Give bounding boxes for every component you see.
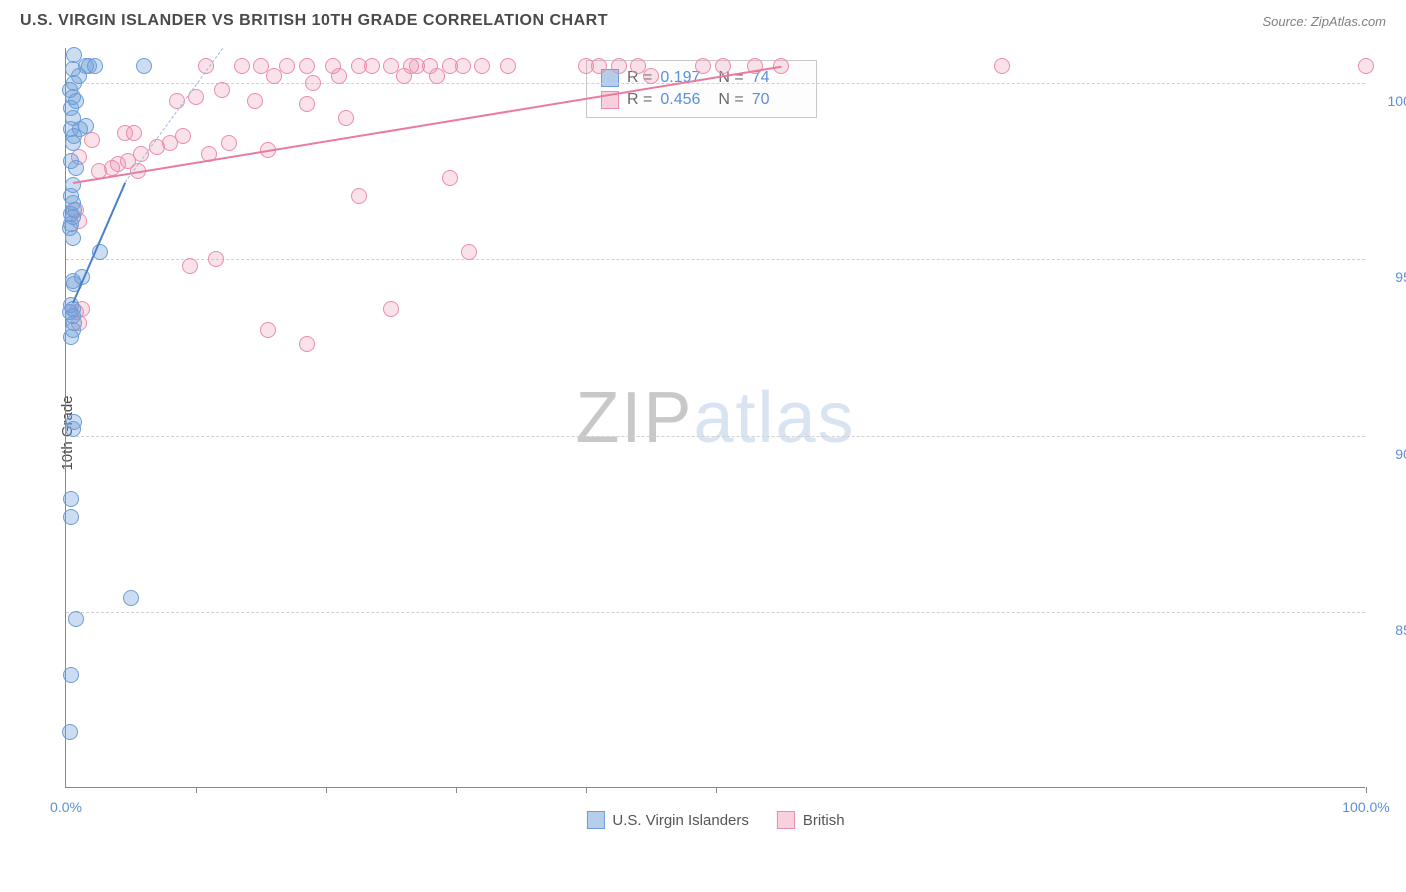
data-point: [715, 58, 731, 74]
data-point: [234, 58, 250, 74]
data-point: [266, 68, 282, 84]
data-point: [455, 58, 471, 74]
data-point: [63, 297, 79, 313]
xtick-label: 100.0%: [1342, 799, 1389, 815]
legend-swatch-pink: [777, 811, 795, 829]
data-point: [611, 58, 627, 74]
data-point: [63, 509, 79, 525]
data-point: [260, 322, 276, 338]
data-point: [299, 96, 315, 112]
xtick: [1366, 787, 1367, 793]
legend-label-blue: U.S. Virgin Islanders: [612, 812, 748, 829]
data-point: [299, 336, 315, 352]
gridline: [66, 83, 1365, 84]
data-point: [214, 82, 230, 98]
data-point: [474, 58, 490, 74]
data-point: [182, 258, 198, 274]
data-point: [383, 301, 399, 317]
ytick-label: 100.0%: [1375, 93, 1406, 109]
xtick: [716, 787, 717, 793]
plot-area: ZIPatlas R = 0.197 N = 74 R = 0.456 N = …: [65, 48, 1365, 788]
stats-n-label: N =: [718, 91, 743, 109]
xtick: [326, 787, 327, 793]
data-point: [305, 75, 321, 91]
data-point: [695, 58, 711, 74]
data-point: [279, 58, 295, 74]
watermark: ZIPatlas: [575, 377, 855, 459]
data-point: [247, 93, 263, 109]
ytick-label: 95.0%: [1375, 269, 1406, 285]
chart-header: U.S. VIRGIN ISLANDER VS BRITISH 10TH GRA…: [0, 0, 1406, 38]
xtick: [456, 787, 457, 793]
data-point: [62, 724, 78, 740]
legend-item-blue: U.S. Virgin Islanders: [586, 811, 748, 829]
data-point: [351, 188, 367, 204]
data-point: [169, 93, 185, 109]
data-point: [208, 251, 224, 267]
data-point: [643, 68, 659, 84]
ytick-label: 85.0%: [1375, 622, 1406, 638]
bottom-legend: U.S. Virgin Islanders British: [586, 811, 844, 829]
xtick: [196, 787, 197, 793]
data-point: [442, 170, 458, 186]
gridline: [66, 259, 1365, 260]
stats-r-value-pink: 0.456: [660, 91, 710, 109]
gridline: [66, 436, 1365, 437]
stats-r-label: R =: [627, 91, 652, 109]
legend-swatch-blue: [586, 811, 604, 829]
data-point: [331, 68, 347, 84]
data-point: [126, 125, 142, 141]
chart-container: 10th Grade ZIPatlas R = 0.197 N = 74 R =…: [20, 38, 1386, 828]
data-point: [63, 491, 79, 507]
data-point: [591, 58, 607, 74]
data-point: [63, 667, 79, 683]
chart-source: Source: ZipAtlas.com: [1262, 14, 1386, 29]
xtick: [586, 787, 587, 793]
legend-item-pink: British: [777, 811, 845, 829]
data-point: [1358, 58, 1374, 74]
data-point: [429, 68, 445, 84]
stats-n-value-pink: 70: [752, 91, 802, 109]
data-point: [500, 58, 516, 74]
data-point: [175, 128, 191, 144]
chart-title: U.S. VIRGIN ISLANDER VS BRITISH 10TH GRA…: [20, 12, 608, 30]
data-point: [123, 590, 139, 606]
gridline: [66, 612, 1365, 613]
watermark-zip: ZIP: [575, 378, 693, 458]
data-point: [221, 135, 237, 151]
data-point: [68, 611, 84, 627]
ytick-label: 90.0%: [1375, 446, 1406, 462]
data-point: [66, 414, 82, 430]
data-point: [136, 58, 152, 74]
legend-label-pink: British: [803, 812, 845, 829]
data-point: [65, 177, 81, 193]
data-point: [66, 47, 82, 63]
data-point: [338, 110, 354, 126]
data-point: [364, 58, 380, 74]
data-point: [994, 58, 1010, 74]
xtick-label: 0.0%: [50, 799, 82, 815]
data-point: [461, 244, 477, 260]
data-point: [63, 153, 79, 169]
data-point: [299, 58, 315, 74]
data-point: [87, 58, 103, 74]
watermark-atlas: atlas: [693, 378, 855, 458]
